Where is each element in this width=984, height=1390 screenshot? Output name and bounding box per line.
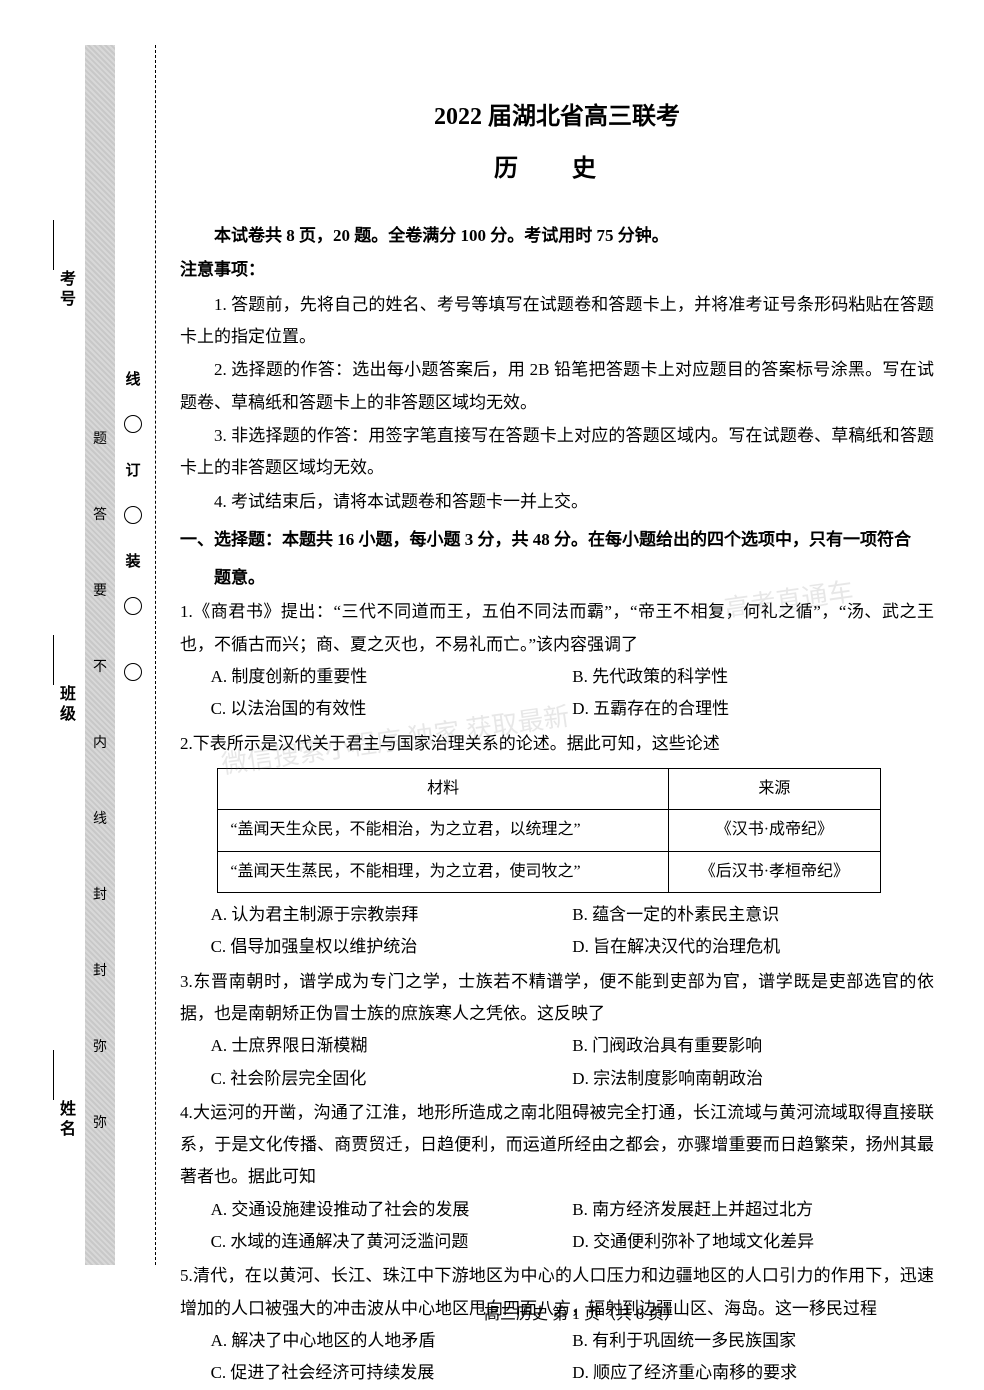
seal-text-column: 题 答 要 不 内 线 封 封 弥 弥 xyxy=(86,400,114,1160)
binding-circle-icon xyxy=(124,415,142,433)
binding-text-column: 线 订 装 xyxy=(118,350,148,689)
question-1: 1.《商君书》提出：“三代不同道而王，五伯不同法而霸”，“帝王不相复，何礼之循”… xyxy=(180,596,934,725)
seal-char: 封 xyxy=(93,884,107,904)
option-a: A. 交通设施建设推动了社会的发展 xyxy=(211,1194,573,1226)
option-b: B. 蕴含一定的朴素民主意识 xyxy=(572,899,934,931)
option-d: D. 五霸存在的合理性 xyxy=(572,693,934,725)
question-4: 4.大运河的开凿，沟通了江淮，地形所造成之南北阻碍被完全打通，长江流域与黄河流域… xyxy=(180,1097,934,1258)
notice-item: 2. 选择题的作答：选出每小题答案后，用 2B 铅笔把答题卡上对应题目的答案标号… xyxy=(180,354,934,419)
binding-char: 装 xyxy=(125,550,140,571)
notice-title: 注意事项： xyxy=(180,254,934,286)
exam-content: 2022 届湖北省高三联考 历 史 本试卷共 8 页，20 题。全卷满分 100… xyxy=(180,40,934,1390)
binding-char: 订 xyxy=(125,459,140,480)
table-header: 来源 xyxy=(668,768,880,809)
info-line xyxy=(53,220,77,270)
option-c: C. 水域的连通解决了黄河泛滥问题 xyxy=(211,1226,573,1258)
question-stem: 4.大运河的开凿，沟通了江淮，地形所造成之南北阻碍被完全打通，长江流域与黄河流域… xyxy=(180,1097,934,1194)
notice-item: 4. 考试结束后，请将本试题卷和答题卡一并上交。 xyxy=(180,486,934,518)
question-2: 2.下表所示是汉代关于君主与国家治理关系的论述。据此可知，这些论述 材料 来源 … xyxy=(180,728,934,964)
exam-number-label: 考号 xyxy=(53,270,77,310)
question-2-table: 材料 来源 “盖闻天生众民，不能相治，为之立君，以统理之” 《汉书·成帝纪》 “… xyxy=(217,768,881,893)
option-d: D. 交通便利弥补了地域文化差异 xyxy=(572,1226,934,1258)
option-c: C. 促进了社会经济可持续发展 xyxy=(211,1357,573,1389)
option-b: B. 南方经济发展赶上并超过北方 xyxy=(572,1194,934,1226)
option-b: B. 门阀政治具有重要影响 xyxy=(572,1030,934,1062)
notice-item: 1. 答题前，先将自己的姓名、考号等填写在试题卷和答题卡上，并将准考证号条形码粘… xyxy=(180,289,934,354)
option-a: A. 解决了中心地区的人地矛盾 xyxy=(211,1325,573,1357)
question-stem: 2.下表所示是汉代关于君主与国家治理关系的论述。据此可知，这些论述 xyxy=(180,728,934,760)
seal-char: 要 xyxy=(93,580,107,600)
section-title: 一、选择题：本题共 16 小题，每小题 3 分，共 48 分。在每小题给出的四个… xyxy=(180,524,934,556)
seal-char: 内 xyxy=(93,732,107,752)
binding-circle-icon xyxy=(124,663,142,681)
option-c: C. 社会阶层完全固化 xyxy=(211,1063,573,1095)
info-line xyxy=(53,635,77,685)
table-cell: 《后汉书·孝桓帝纪》 xyxy=(668,851,880,892)
dashed-cutting-line xyxy=(155,45,156,1265)
seal-char: 弥 xyxy=(93,1036,107,1056)
info-line xyxy=(53,1050,77,1100)
class-label: 班级 xyxy=(53,685,77,725)
section-title-text: 一、选择题：本题共 16 小题，每小题 3 分，共 48 分。在每小题给出的四个… xyxy=(180,530,911,549)
binding-circle-icon xyxy=(124,597,142,615)
student-info-column: 考号 班级 姓名 xyxy=(50,220,80,1120)
option-c: C. 以法治国的有效性 xyxy=(211,693,573,725)
table-cell: “盖闻天生蒸民，不能相理，为之立君，使司牧之” xyxy=(218,851,669,892)
exam-subject: 历 史 xyxy=(180,147,934,193)
question-3: 3.东晋南朝时，谱学成为专门之学，士族若不精谱学，便不能到吏部为官，谱学既是吏部… xyxy=(180,966,934,1095)
table-cell: 《汉书·成帝纪》 xyxy=(668,810,880,851)
binding-char: 线 xyxy=(125,368,140,389)
section-title-cont: 题意。 xyxy=(180,562,934,594)
exam-info: 本试卷共 8 页，20 题。全卷满分 100 分。考试用时 75 分钟。 xyxy=(180,220,934,252)
option-c: C. 倡导加强皇权以维护统治 xyxy=(211,931,573,963)
option-d: D. 宗法制度影响南朝政治 xyxy=(572,1063,934,1095)
option-a: A. 认为君主制源于宗教崇拜 xyxy=(211,899,573,931)
seal-char: 题 xyxy=(93,428,107,448)
page-footer: 高三历史 第 1 页（共 8 页） xyxy=(90,1300,984,1324)
question-stem: 3.东晋南朝时，谱学成为专门之学，士族若不精谱学，便不能到吏部为官，谱学既是吏部… xyxy=(180,966,934,1031)
notice-item: 3. 非选择题的作答：用签字笔直接写在答题卡上对应的答题区域内。写在试题卷、草稿… xyxy=(180,420,934,485)
binding-circle-icon xyxy=(124,506,142,524)
name-label: 姓名 xyxy=(53,1100,77,1140)
seal-char: 答 xyxy=(93,504,107,524)
option-a: A. 制度创新的重要性 xyxy=(211,661,573,693)
seal-char: 弥 xyxy=(93,1112,107,1132)
exam-title: 2022 届湖北省高三联考 xyxy=(180,95,934,141)
option-a: A. 士庶界限日渐模糊 xyxy=(211,1030,573,1062)
seal-char: 线 xyxy=(93,808,107,828)
table-header: 材料 xyxy=(218,768,669,809)
question-stem: 1.《商君书》提出：“三代不同道而王，五伯不同法而霸”，“帝王不相复，何礼之循”… xyxy=(180,596,934,661)
option-b: B. 先代政策的科学性 xyxy=(572,661,934,693)
option-b: B. 有利于巩固统一多民族国家 xyxy=(572,1325,934,1357)
question-5: 5.清代，在以黄河、长江、珠江中下游地区为中心的人口压力和边疆地区的人口引力的作… xyxy=(180,1260,934,1389)
table-cell: “盖闻天生众民，不能相治，为之立君，以统理之” xyxy=(218,810,669,851)
seal-char: 封 xyxy=(93,960,107,980)
option-d: D. 旨在解决汉代的治理危机 xyxy=(572,931,934,963)
seal-char: 不 xyxy=(93,656,107,676)
option-d: D. 顺应了经济重心南移的要求 xyxy=(572,1357,934,1389)
